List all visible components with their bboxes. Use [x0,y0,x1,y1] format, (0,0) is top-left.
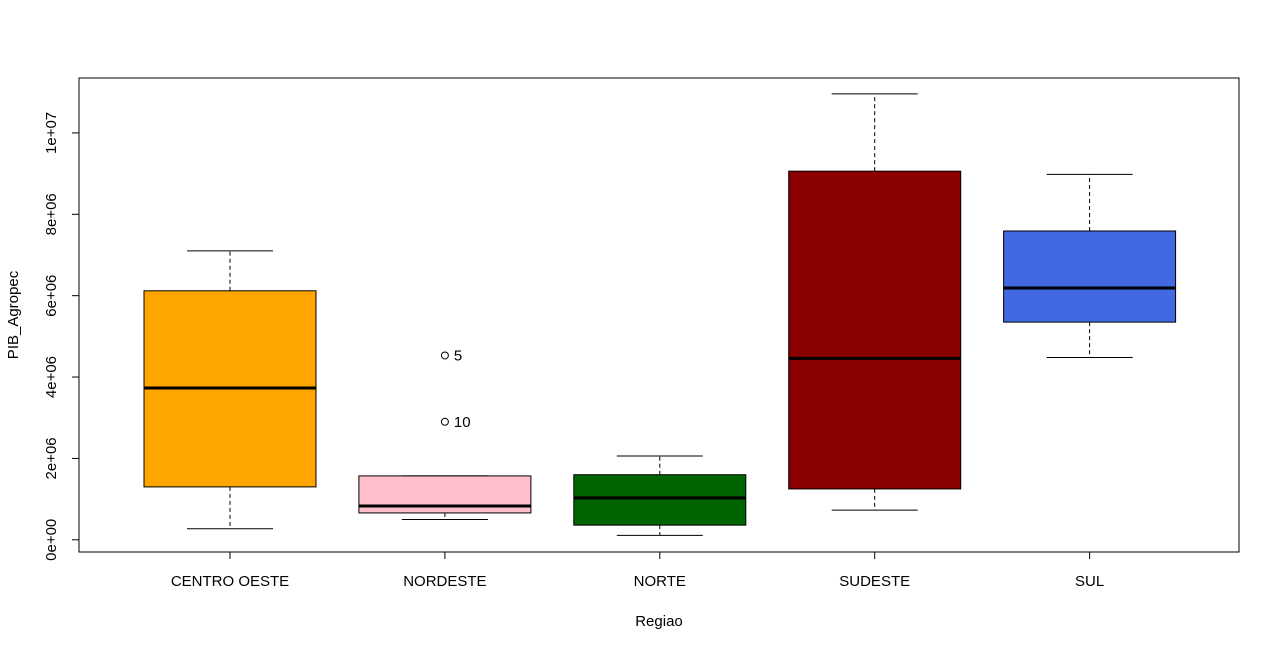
y-tick-label: 2e+06 [43,437,60,479]
box-group [573,455,747,536]
box-group [1003,173,1177,359]
y-tick-label: 0e+00 [43,519,60,561]
box-iqr [788,170,962,490]
box-group: 5 10 [358,347,532,520]
x-axis: CENTRO OESTE NORDESTE NORTE SUDESTE SUL [171,551,1104,590]
x-tick-label: CENTRO OESTE [171,573,289,590]
x-tick-label: NORTE [634,573,686,590]
outlier-point [440,351,449,360]
y-tick-label: 1e+07 [43,112,60,154]
outlier-label: 5 [454,347,462,364]
plot-area: 5 10 [143,93,1177,536]
box-iqr [1003,230,1177,323]
outlier-label: 10 [454,414,471,431]
y-axis: 0e+00 2e+06 4e+06 6e+06 8e+06 1e+07 [43,112,80,561]
x-axis-title: Regiao [635,613,683,630]
x-tick-label: SUL [1075,573,1104,590]
x-tick-label: NORDESTE [403,573,486,590]
box-group [788,93,962,511]
y-tick-label: 4e+06 [43,356,60,398]
y-tick-label: 8e+06 [43,193,60,235]
y-axis-title: PIB_Agropec [5,270,22,359]
box-group [143,250,317,530]
box-iqr [573,474,747,526]
y-tick-label: 6e+06 [43,275,60,317]
outlier-point [440,417,449,426]
x-tick-label: SUDESTE [839,573,910,590]
